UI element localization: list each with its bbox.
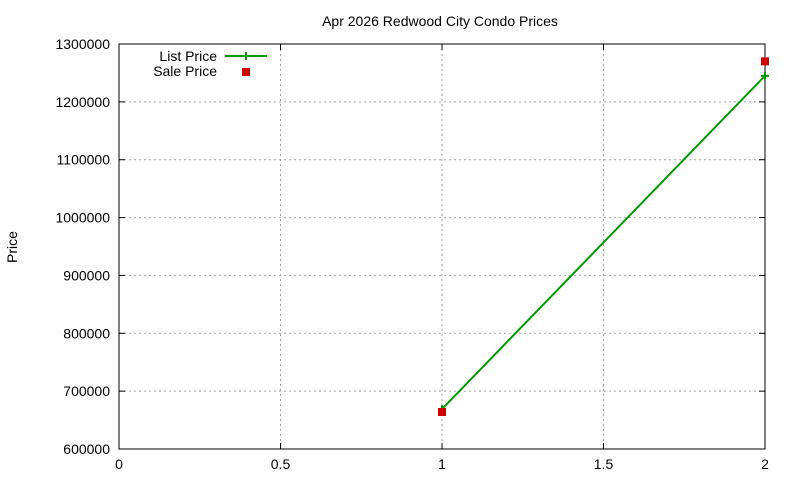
- y-tick-label: 900000: [63, 267, 110, 283]
- square-marker-icon: [761, 57, 769, 66]
- legend-label-list-price: List Price: [159, 48, 217, 64]
- square-marker-icon: [438, 407, 446, 416]
- x-tick-label: 1: [438, 456, 446, 472]
- y-tick-label: 600000: [63, 441, 110, 457]
- y-tick-label: 1200000: [55, 94, 110, 110]
- plot-frame: [118, 43, 766, 450]
- y-tick-label: 1300000: [55, 36, 110, 52]
- series-layer: [438, 57, 769, 416]
- legend-square-icon: [242, 68, 250, 76]
- x-tick-label: 0: [115, 456, 123, 472]
- legend: List Price Sale Price: [153, 48, 267, 79]
- grid-lines: [119, 44, 765, 449]
- x-tick-label: 1.5: [594, 456, 614, 472]
- x-axis-ticks: 0 0.5 1 1.5 2: [115, 44, 769, 472]
- series-line-list-price: [441, 75, 766, 410]
- chart-title: Apr 2026 Redwood City Condo Prices: [322, 13, 558, 29]
- y-tick-label: 1100000: [57, 152, 111, 168]
- y-tick-label: 1000000: [55, 210, 110, 226]
- y-axis-label: Price: [4, 231, 20, 263]
- x-tick-label: 0.5: [271, 456, 291, 472]
- legend-line-plus-icon: [225, 52, 267, 60]
- x-tick-label: 2: [761, 456, 769, 472]
- y-tick-label: 700000: [63, 383, 110, 399]
- y-axis-ticks: 600000 700000 800000 900000 1000000 1100000 12…: [55, 36, 765, 457]
- y-tick-label: 800000: [63, 325, 110, 341]
- legend-label-sale-price: Sale Price: [153, 63, 217, 79]
- plus-marker-icon: [761, 71, 769, 80]
